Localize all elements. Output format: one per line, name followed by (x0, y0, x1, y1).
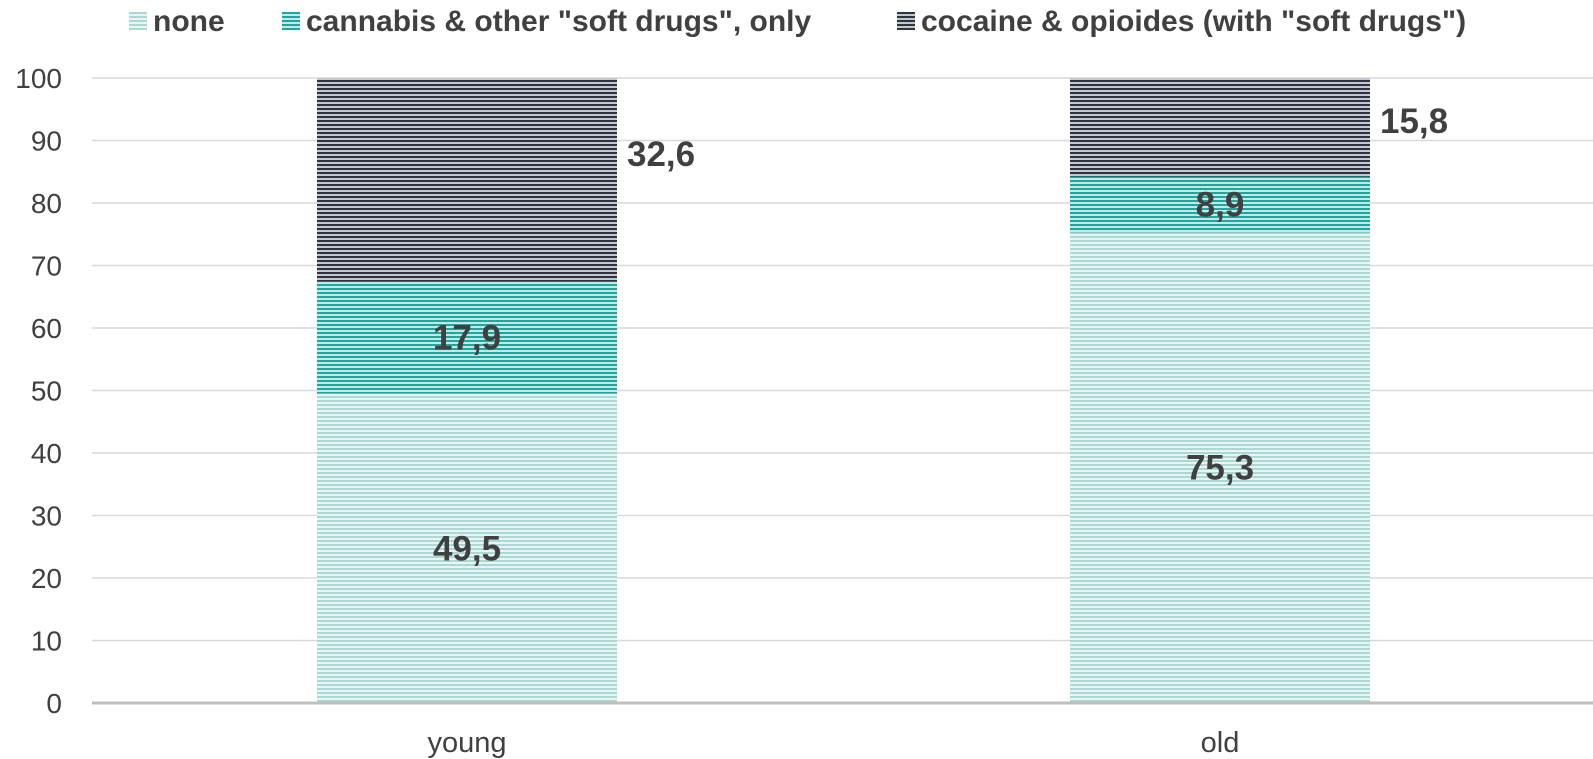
bar-segment (317, 393, 617, 703)
y-tick-label: 60 (31, 313, 62, 344)
legend-swatch (282, 12, 300, 30)
data-label: 32,6 (627, 135, 695, 174)
legend-label: cocaine & opioides (with "soft drugs") (921, 5, 1466, 38)
y-tick-label: 50 (31, 376, 62, 407)
y-tick-label: 90 (31, 126, 62, 157)
legend: none cannabis & other "soft drugs", only c… (129, 5, 1466, 38)
y-tick-label: 10 (31, 626, 62, 657)
y-tick-label: 70 (31, 251, 62, 282)
legend-item: cocaine & opioides (with "soft drugs") (897, 5, 1466, 38)
bar-segment (317, 78, 617, 282)
legend-item: cannabis & other "soft drugs", only (282, 5, 811, 38)
y-tick-label: 40 (31, 438, 62, 469)
data-label: 8,9 (1196, 186, 1245, 225)
bar-segment (1070, 176, 1370, 233)
y-tick-label: 80 (31, 188, 62, 219)
y-axis-ticks: 0 10 20 30 40 50 60 70 80 90 100 (15, 63, 62, 719)
y-tick-label: 100 (15, 63, 62, 94)
y-tick-label: 30 (31, 501, 62, 532)
legend-swatch (129, 12, 147, 30)
legend-item: none (129, 5, 225, 38)
data-label: 17,9 (433, 319, 501, 358)
legend-label: cannabis & other "soft drugs", only (306, 5, 811, 38)
y-tick-label: 0 (46, 688, 62, 719)
legend-swatch (897, 12, 915, 30)
x-category-label: young (427, 727, 506, 759)
x-category-label: old (1201, 727, 1240, 759)
bar-segment (317, 281, 617, 394)
data-label: 49,5 (433, 529, 501, 568)
y-tick-label: 20 (31, 563, 62, 594)
bars (317, 78, 1370, 703)
bar-segment (1070, 232, 1370, 703)
x-axis-categories: young old (427, 727, 1239, 759)
legend-label: none (153, 5, 225, 38)
data-label: 15,8 (1380, 102, 1448, 141)
data-labels: 49,5 17,9 32,6 75,3 8,9 15,8 (433, 102, 1448, 568)
data-label: 75,3 (1186, 449, 1254, 488)
bar-segment (1070, 78, 1370, 177)
